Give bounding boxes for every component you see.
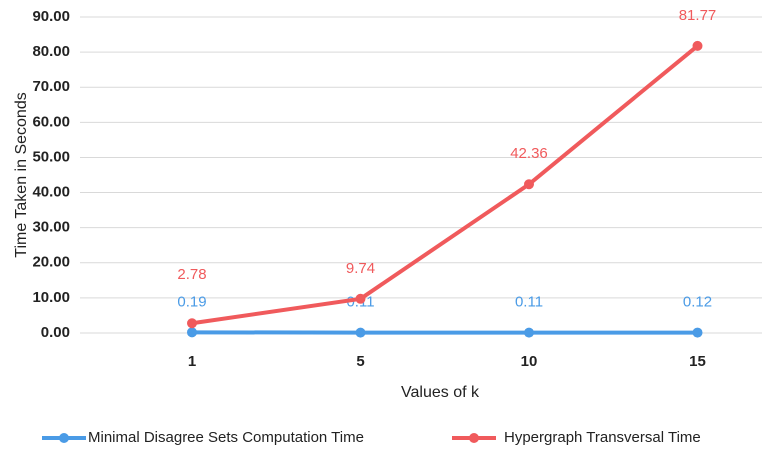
point (355, 327, 366, 338)
legend-label: Minimal Disagree Sets Computation Time (88, 429, 364, 446)
legend-label: Hypergraph Transversal Time (504, 429, 701, 446)
point (692, 327, 703, 338)
data-label: 0.19 (177, 293, 206, 310)
point (355, 293, 366, 304)
data-label: 9.74 (346, 260, 375, 277)
y-axis-title: Time Taken in Seconds (13, 92, 30, 257)
x-axis-title: Values of k (401, 384, 480, 401)
data-label: 0.12 (683, 294, 712, 311)
y-tick-label: 50.00 (32, 148, 70, 165)
point (187, 318, 197, 329)
data-label: 2.78 (177, 266, 206, 283)
y-tick-label: 60.00 (32, 113, 70, 130)
legend-marker (469, 433, 479, 443)
y-tick-label: 70.00 (32, 78, 70, 95)
data-label: 81.77 (679, 7, 717, 24)
y-tick-label: 80.00 (32, 43, 70, 60)
legend-marker (59, 433, 69, 443)
x-tick-label: 1 (188, 353, 196, 370)
x-tick-label: 5 (356, 353, 364, 370)
point (692, 40, 703, 51)
series-line (191, 44, 699, 326)
point (187, 327, 197, 338)
y-tick-label: 0.00 (41, 324, 70, 341)
data-label: 0.11 (515, 294, 543, 311)
y-tick-label: 10.00 (32, 289, 70, 306)
point (524, 327, 534, 338)
y-tick-label: 20.00 (32, 254, 70, 271)
y-tick-label: 30.00 (32, 219, 70, 236)
point (524, 179, 534, 190)
y-tick-label: 40.00 (32, 184, 70, 201)
data-label: 42.36 (510, 145, 548, 162)
y-tick-label: 90.00 (32, 8, 70, 25)
x-tick-label: 15 (689, 353, 706, 370)
x-tick-label: 10 (521, 353, 538, 370)
